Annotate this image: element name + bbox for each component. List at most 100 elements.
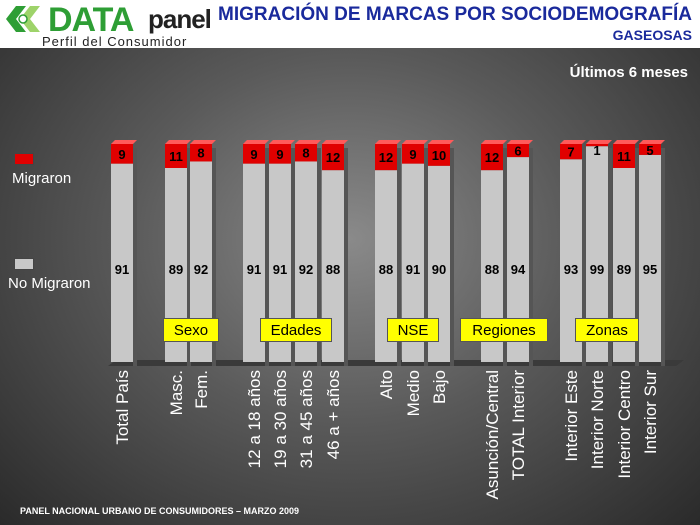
footer-source: PANEL NACIONAL URBANO DE CONSUMIDORES – … <box>20 506 300 516</box>
data-label-no-migraron: 91 <box>115 262 129 277</box>
bar-migraron <box>295 144 317 162</box>
bar-top <box>190 140 216 144</box>
bar-migraron <box>428 144 450 166</box>
brand-panel-text: panel <box>148 4 212 34</box>
data-label-migraron: 8 <box>197 146 204 161</box>
bar-top <box>165 140 191 144</box>
bar-no-migraron <box>428 165 450 362</box>
category-label: Medio <box>404 370 423 416</box>
bar-top <box>639 140 665 144</box>
bar-migraron <box>507 144 529 158</box>
bar-no-migraron <box>560 159 582 362</box>
group-label-sexo: Sexo <box>163 318 219 342</box>
category-label: 46 a + años <box>324 370 343 459</box>
category-label: 31 a 45 años <box>297 370 316 468</box>
bar-no-migraron <box>613 167 635 362</box>
bar-migraron <box>481 144 503 171</box>
bar-no-migraron <box>639 154 661 362</box>
bar-side <box>450 148 454 366</box>
category-label: Interior Este <box>562 370 581 462</box>
bar-side <box>608 148 612 366</box>
category-label: 19 a 30 años <box>271 370 290 468</box>
data-label-no-migraron: 92 <box>194 262 208 277</box>
data-label-no-migraron: 91 <box>247 262 261 277</box>
bar-no-migraron <box>375 170 397 362</box>
bar-top <box>375 140 401 144</box>
bar-migraron <box>322 144 344 171</box>
bar-migraron <box>269 144 291 164</box>
bar-top <box>269 140 295 144</box>
bar-no-migraron <box>295 161 317 362</box>
data-label-migraron: 12 <box>379 150 393 165</box>
bar-side <box>317 148 321 366</box>
bar-top <box>402 140 428 144</box>
bar-side <box>212 148 216 366</box>
bar-no-migraron <box>111 163 133 362</box>
category-label: Alto <box>377 370 396 399</box>
group-label-nse: NSE <box>387 318 439 342</box>
bar-side <box>529 148 533 366</box>
brand-subtitle: Perfil del Consumidor <box>42 34 188 49</box>
data-label-migraron: 12 <box>485 150 499 165</box>
category-label: Interior Centro <box>615 370 634 479</box>
bar-side <box>344 148 348 366</box>
category-label: 12 a 18 años <box>245 370 264 468</box>
bar-side <box>291 148 295 366</box>
category-label: Interior Sur <box>641 370 660 454</box>
bar-migraron <box>402 144 424 164</box>
data-label-migraron: 1 <box>593 143 600 158</box>
data-label-no-migraron: 93 <box>564 262 578 277</box>
bar-side <box>503 148 507 366</box>
datapanel-logo: DATA panel Perfil del Consumidor <box>4 1 212 49</box>
bar-side <box>397 148 401 366</box>
data-label-no-migraron: 88 <box>379 262 393 277</box>
bar-no-migraron <box>165 167 187 362</box>
data-label-migraron: 10 <box>432 148 446 163</box>
group-label-regiones: Regiones <box>460 318 548 342</box>
bar-migraron <box>560 144 582 160</box>
data-label-migraron: 6 <box>514 144 521 159</box>
bar-top <box>295 140 321 144</box>
bar-no-migraron <box>243 163 265 362</box>
data-label-migraron: 9 <box>276 147 283 162</box>
bar-no-migraron <box>190 161 212 362</box>
category-label: Fem. <box>192 370 211 409</box>
legend-swatch-migraron <box>14 153 34 165</box>
data-label-no-migraron: 99 <box>590 262 604 277</box>
data-label-migraron: 11 <box>169 149 183 164</box>
bar-top <box>111 140 137 144</box>
bar-migraron <box>586 144 608 147</box>
bar-top <box>243 140 269 144</box>
bar-migraron <box>165 144 187 168</box>
bar-migraron <box>243 144 265 164</box>
bar-no-migraron <box>322 170 344 362</box>
bar-top <box>560 140 586 144</box>
bar-side <box>133 148 137 366</box>
page-title: MIGRACIÓN DE MARCAS POR SOCIODEMOGRAFÍA <box>218 4 692 25</box>
bar-side <box>265 148 269 366</box>
data-label-no-migraron: 92 <box>299 262 313 277</box>
data-label-no-migraron: 88 <box>326 262 340 277</box>
legend-label-migraron: Migraron <box>12 170 72 187</box>
bar-side <box>424 148 428 366</box>
bar-migraron <box>190 144 212 162</box>
bar-no-migraron <box>402 163 424 362</box>
bar-no-migraron <box>586 146 608 362</box>
data-label-no-migraron: 88 <box>485 262 499 277</box>
data-label-no-migraron: 89 <box>169 262 183 277</box>
bar-top <box>613 140 639 144</box>
bar-migraron <box>111 144 133 164</box>
bar-side <box>187 148 191 366</box>
data-label-migraron: 9 <box>250 147 257 162</box>
legend-swatch-no-migraron <box>14 258 34 270</box>
page-subtitle: GASEOSAS <box>612 27 692 43</box>
bar-side <box>661 148 665 366</box>
bar-top <box>507 140 533 144</box>
bar-no-migraron <box>507 157 529 362</box>
category-label: Total País <box>113 370 132 445</box>
bar-no-migraron <box>269 163 291 362</box>
data-label-migraron: 9 <box>118 147 125 162</box>
legend-label-no-migraron: No Migraron <box>8 275 91 292</box>
brand-data-text: DATA <box>48 1 134 39</box>
